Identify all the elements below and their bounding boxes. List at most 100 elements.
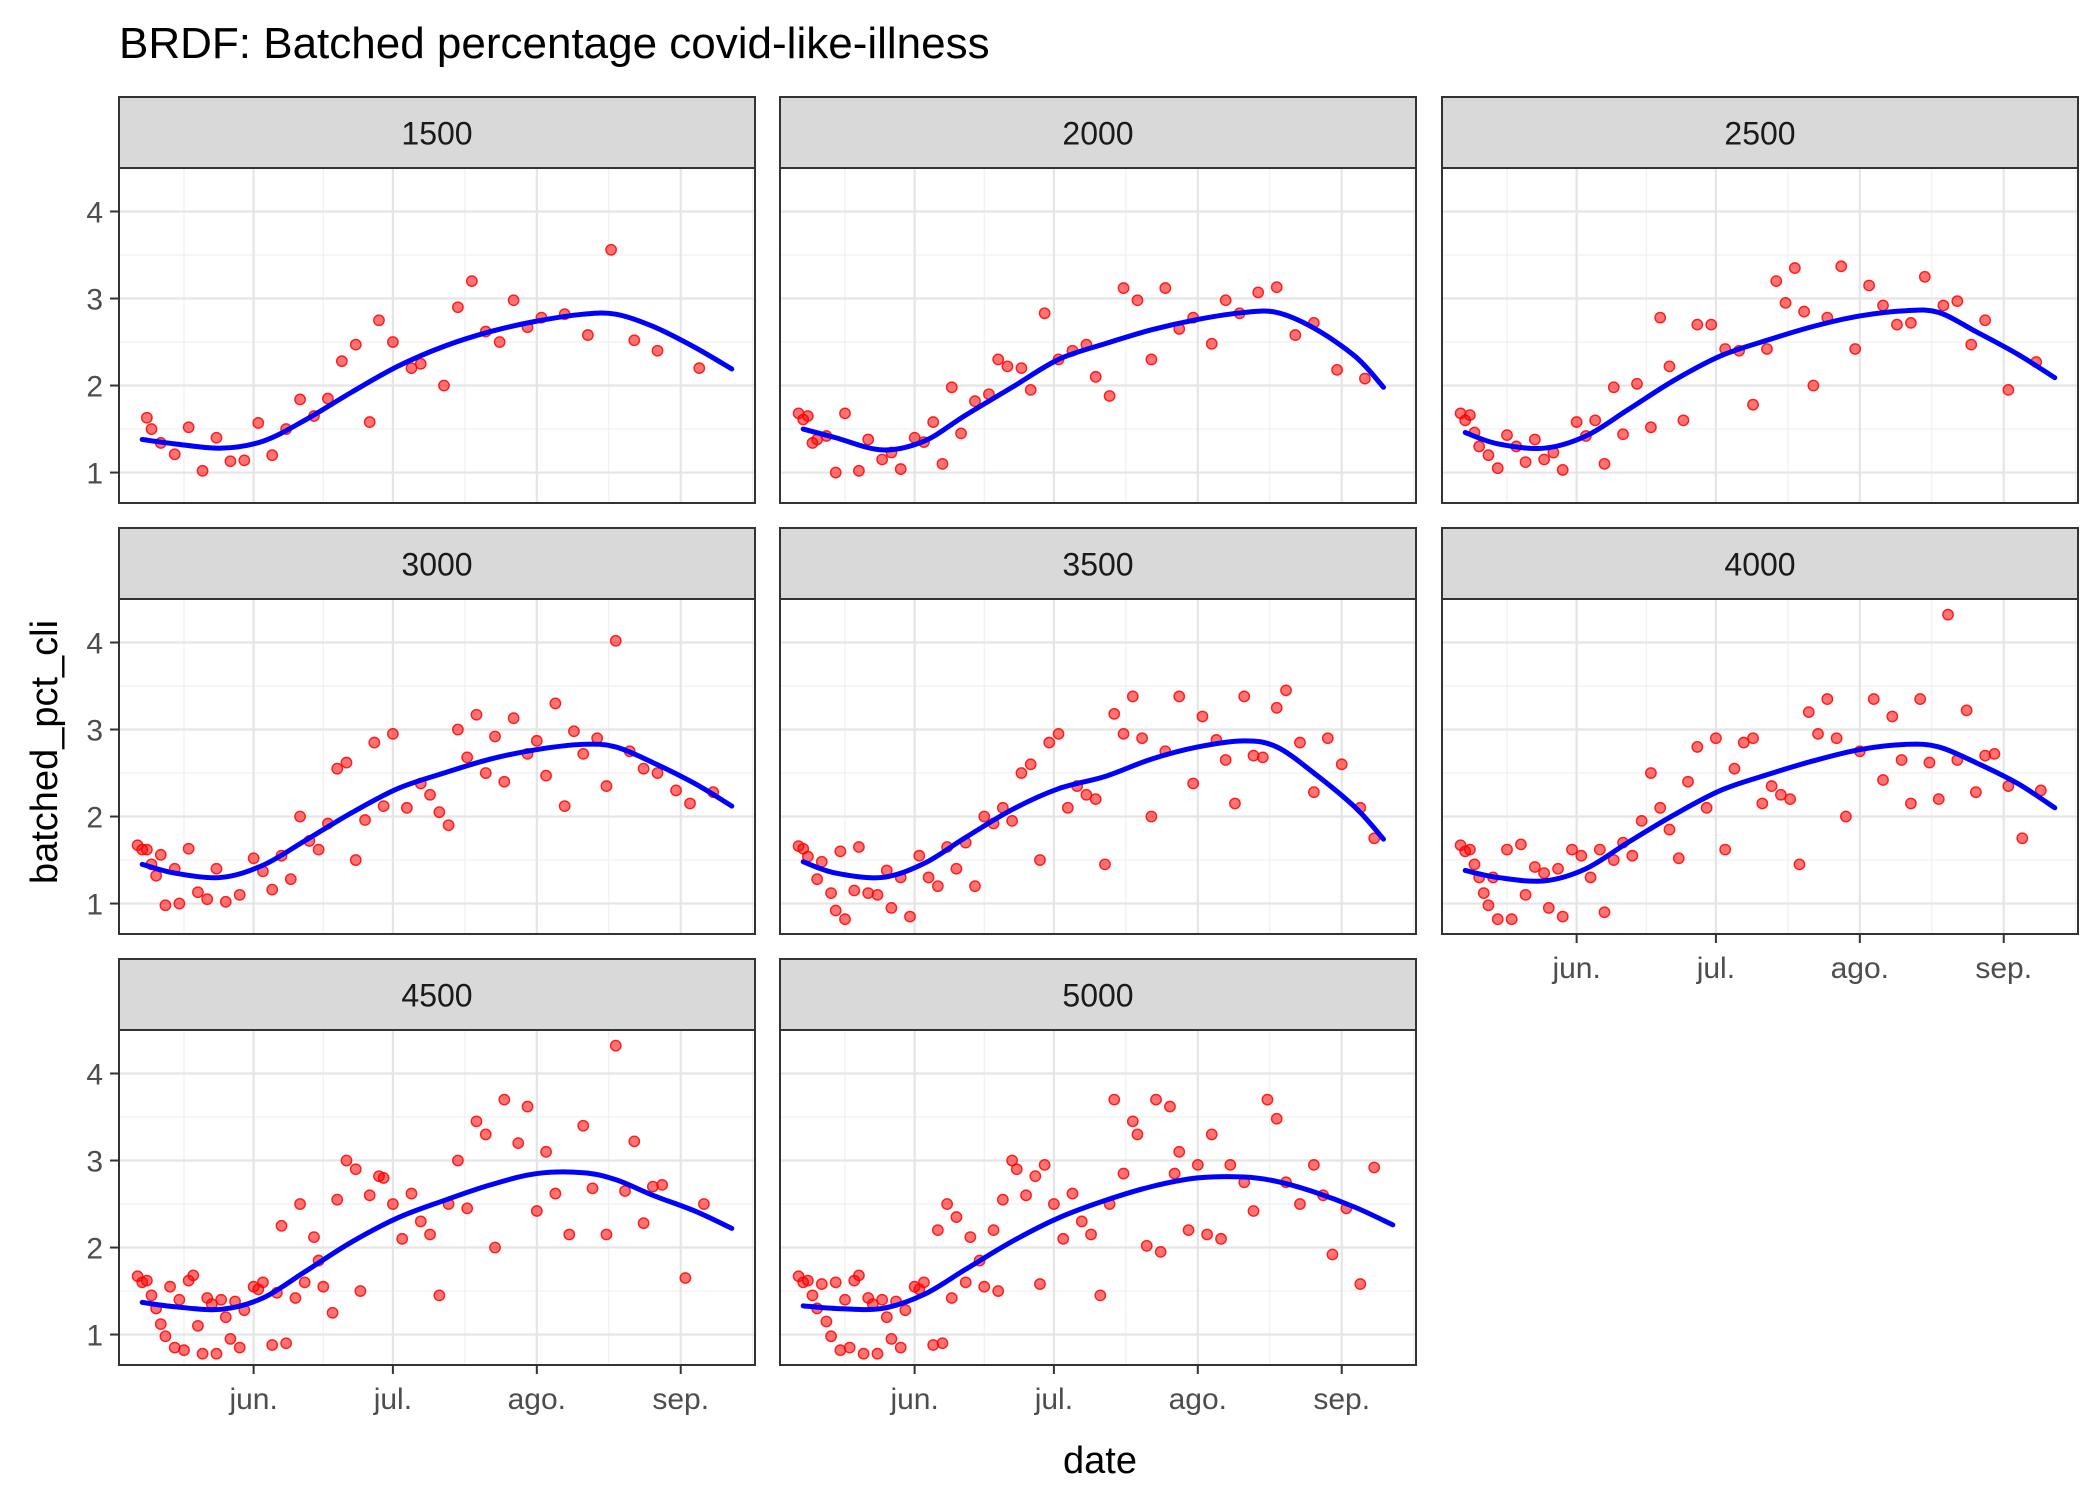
data-point	[1131, 1128, 1144, 1141]
data-point	[238, 454, 251, 467]
data-point	[1270, 701, 1283, 714]
data-point	[1904, 316, 1917, 329]
data-point	[340, 1154, 353, 1167]
data-point	[1538, 453, 1551, 466]
data-point	[1937, 299, 1950, 312]
data-point	[1645, 767, 1657, 779]
data-point	[1321, 732, 1334, 745]
data-point	[637, 1217, 650, 1230]
smooth-line	[1462, 307, 2058, 451]
data-point	[479, 767, 492, 779]
data-point	[1528, 433, 1541, 446]
x-tick-label: jun.	[889, 1383, 938, 1416]
data-point	[1247, 749, 1260, 762]
data-point	[1556, 464, 1569, 476]
data-point	[1575, 849, 1588, 862]
data-point	[1034, 854, 1046, 866]
y-tick-label: 1	[86, 1320, 103, 1353]
data-point	[1942, 608, 1954, 621]
data-point	[1075, 1215, 1088, 1228]
data-point	[1969, 786, 1982, 799]
data-point	[549, 1187, 562, 1200]
data-point	[1080, 788, 1093, 801]
smooth-line	[1462, 741, 2058, 884]
data-point	[1839, 810, 1852, 823]
data-point	[1793, 858, 1806, 871]
data-point	[512, 1137, 525, 1150]
data-point	[1201, 1228, 1213, 1241]
data-point	[140, 843, 153, 856]
data-point	[192, 886, 204, 899]
data-point	[969, 880, 981, 893]
facet-strip	[118, 958, 756, 1031]
data-point	[1015, 767, 1028, 779]
data-point	[955, 427, 967, 440]
smooth-line	[139, 310, 735, 451]
data-point	[581, 329, 594, 341]
data-point	[210, 431, 223, 444]
facet-strip-label: 3500	[1062, 547, 1133, 583]
data-point	[182, 421, 195, 434]
data-point	[1117, 727, 1130, 740]
facet-strip	[779, 96, 1417, 169]
data-point	[349, 338, 362, 351]
facet-strip-label: 4000	[1724, 547, 1795, 583]
data-point	[1126, 690, 1139, 703]
data-point	[885, 1332, 898, 1345]
data-point	[1784, 793, 1797, 806]
data-point	[1519, 456, 1532, 469]
data-point	[493, 336, 506, 348]
data-point	[839, 913, 851, 926]
panel-background	[780, 599, 1416, 934]
data-point	[1761, 343, 1773, 355]
data-point	[1463, 843, 1476, 856]
facet-strip	[779, 527, 1417, 600]
facet-strip-label: 5000	[1062, 978, 1133, 1014]
panel-border	[779, 1029, 1417, 1366]
data-point	[1598, 906, 1611, 919]
data-point	[834, 845, 847, 858]
data-point	[1979, 314, 1992, 327]
data-point	[1538, 867, 1551, 879]
data-point	[2002, 383, 2015, 396]
data-point	[1654, 801, 1667, 814]
data-point	[1863, 279, 1875, 292]
data-point	[1505, 913, 1518, 926]
data-point	[936, 457, 949, 470]
data-point	[1219, 754, 1232, 766]
data-point	[1774, 788, 1787, 801]
data-point	[880, 1311, 893, 1324]
smooth-line	[800, 1174, 1396, 1313]
data-point	[871, 1347, 884, 1360]
data-point	[470, 1115, 483, 1128]
data-point	[326, 1306, 339, 1319]
facet-panel-1500: 1500 1 2 3 4	[86, 96, 756, 504]
data-points	[1454, 608, 2047, 926]
data-point	[540, 769, 552, 782]
data-point	[651, 344, 664, 357]
data-point	[1798, 305, 1811, 318]
data-point	[609, 634, 622, 647]
data-point	[424, 788, 436, 801]
data-point	[140, 411, 153, 424]
x-tick-label: sep.	[652, 1383, 709, 1416]
data-point	[1182, 1224, 1195, 1237]
data-point	[1154, 1245, 1167, 1258]
data-point	[1482, 899, 1495, 912]
data-point	[1247, 1205, 1260, 1217]
x-tick-label: jul.	[1696, 952, 1735, 985]
data-point	[1747, 398, 1759, 411]
data-point	[1052, 727, 1065, 740]
data-point	[1468, 858, 1481, 871]
data-point	[1570, 416, 1583, 428]
data-point	[853, 464, 865, 477]
data-point	[373, 314, 385, 327]
data-point	[280, 1337, 293, 1350]
data-point	[1252, 286, 1265, 299]
data-point	[698, 1198, 710, 1210]
data-point	[173, 1293, 186, 1306]
facet-strip-label: 1500	[401, 116, 472, 152]
data-point	[651, 767, 664, 779]
data-point	[568, 725, 580, 738]
data-point	[563, 1228, 576, 1241]
